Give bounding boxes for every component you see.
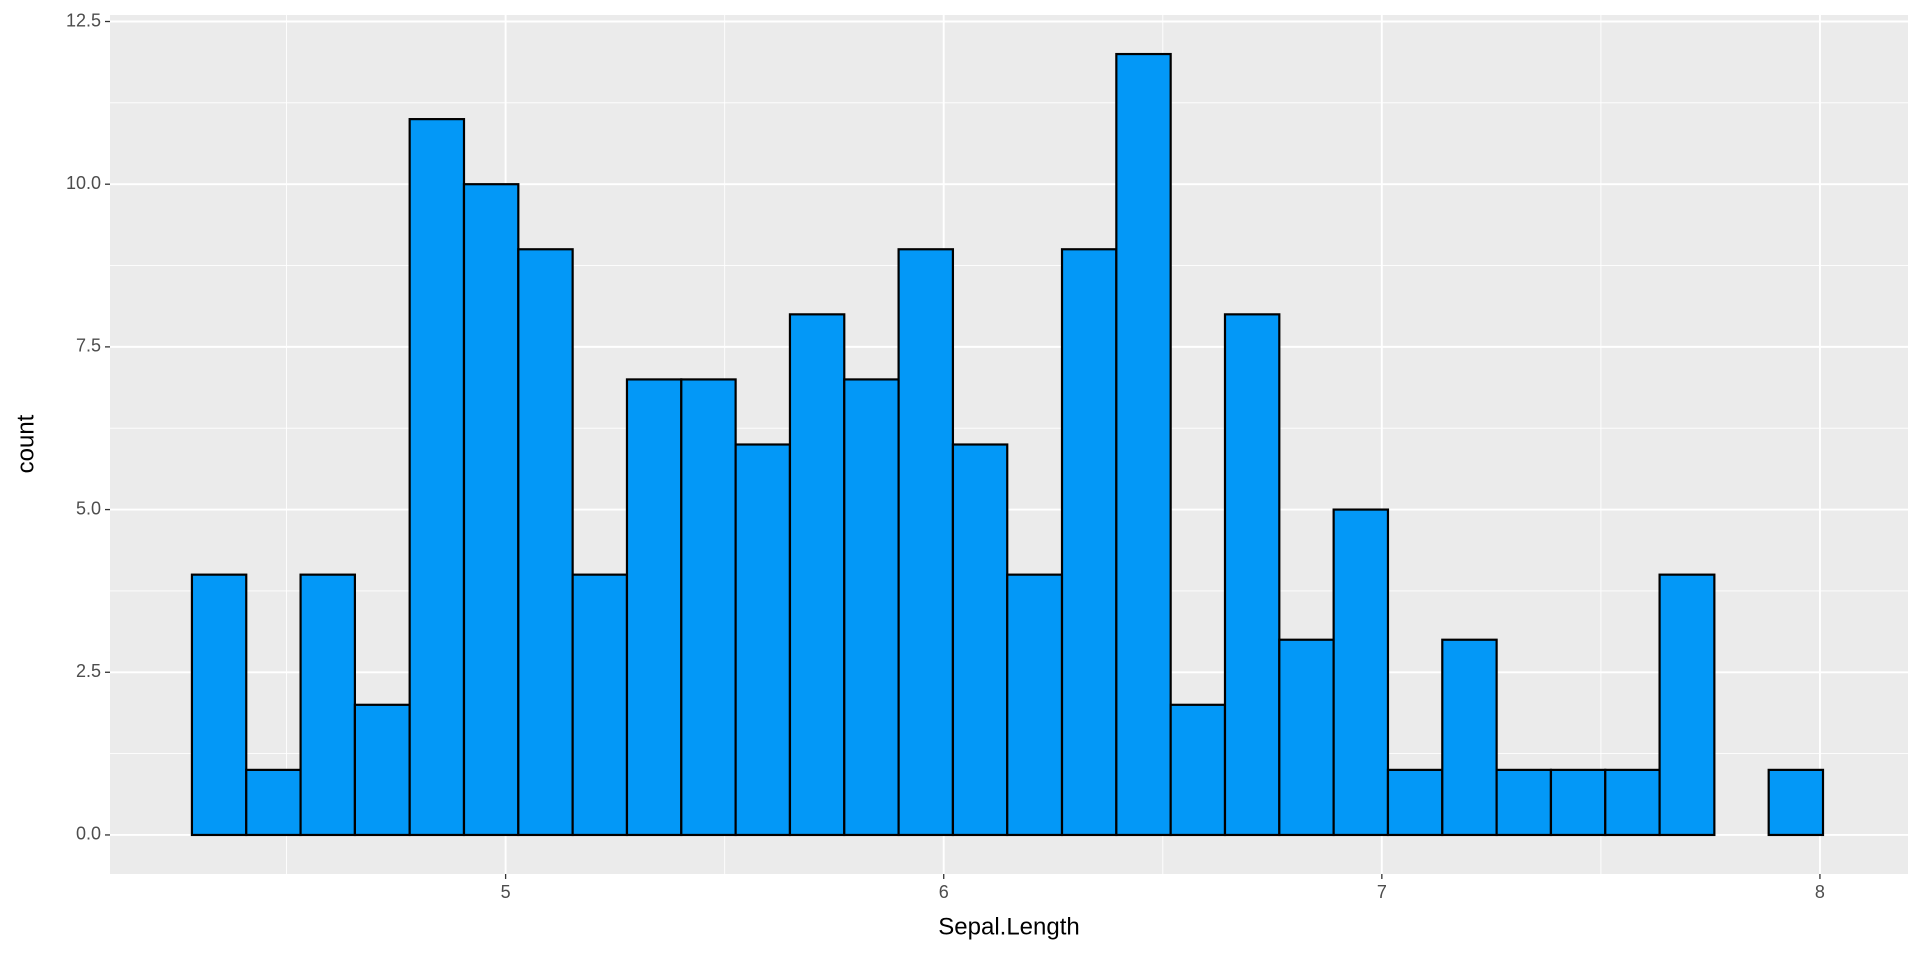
bar	[353, 703, 411, 837]
bar	[1060, 248, 1118, 837]
bar	[1332, 508, 1390, 837]
bar	[843, 378, 900, 837]
x-tick-label: 6	[939, 882, 949, 902]
bar	[1604, 768, 1661, 837]
bar	[462, 183, 520, 837]
bar	[245, 768, 302, 837]
x-tick-label: 7	[1377, 882, 1387, 902]
bar	[299, 573, 357, 837]
y-tick-label: 2.5	[76, 661, 101, 681]
bar	[625, 378, 683, 837]
bar	[1441, 638, 1498, 837]
bar	[734, 443, 792, 837]
bar	[1549, 768, 1607, 837]
bar	[1495, 768, 1553, 837]
x-axis-label: Sepal.Length	[938, 913, 1079, 940]
bar	[1115, 52, 1172, 837]
bar	[897, 248, 955, 837]
bar	[517, 248, 574, 837]
y-axis-label: count	[12, 414, 39, 473]
bar	[190, 573, 248, 837]
bar	[1006, 573, 1064, 837]
x-tick-label: 8	[1815, 882, 1825, 902]
bar	[408, 118, 466, 837]
bar	[1767, 768, 1825, 837]
bar	[1278, 638, 1335, 837]
y-tick-label: 10.0	[66, 173, 101, 193]
bar	[1658, 573, 1716, 837]
bar	[571, 573, 629, 837]
y-tick-label: 0.0	[76, 824, 101, 844]
bar	[951, 443, 1009, 837]
y-tick-label: 12.5	[66, 10, 101, 30]
y-tick-label: 5.0	[76, 498, 101, 518]
bar	[1223, 313, 1281, 837]
bar	[1386, 768, 1444, 837]
y-tick-label: 7.5	[76, 336, 101, 356]
bar	[680, 378, 737, 837]
x-tick-label: 5	[501, 882, 511, 902]
bar	[1169, 703, 1227, 837]
bar	[788, 313, 846, 837]
